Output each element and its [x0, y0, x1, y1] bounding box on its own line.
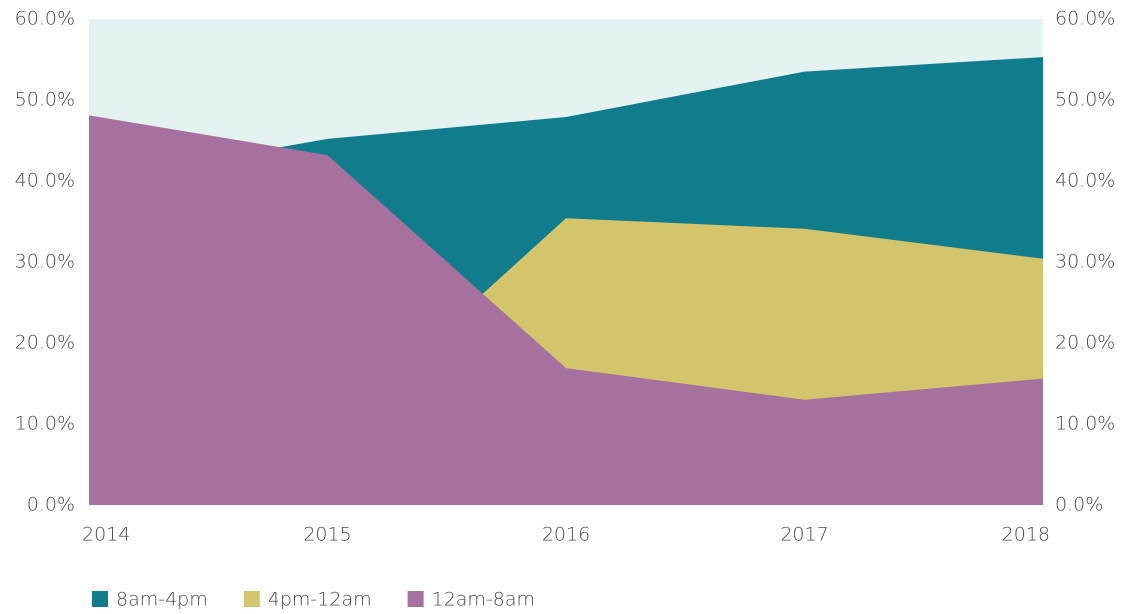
y2-tick-label: 0.0%	[1055, 494, 1103, 516]
y2-tick-label: 10.0%	[1055, 413, 1115, 435]
legend-swatch	[243, 591, 260, 607]
y2-tick-label: 20.0%	[1055, 332, 1115, 354]
y-tick-label: 50.0%	[15, 89, 75, 111]
y2-tick-label: 40.0%	[1055, 170, 1115, 192]
y-tick-label: 30.0%	[15, 251, 75, 273]
y-tick-label: 10.0%	[15, 413, 75, 435]
y-tick-label: 20.0%	[15, 332, 75, 354]
x-tick-label: 2017	[780, 524, 828, 546]
x-tick-label: 2015	[303, 524, 351, 546]
legend-label: 8am-4pm	[116, 589, 208, 611]
y-tick-label: 0.0%	[27, 494, 75, 516]
legend-swatch	[407, 591, 424, 607]
x-tick-label: 2018	[1002, 524, 1050, 546]
y2-tick-label: 60.0%	[1055, 8, 1115, 30]
x-tick-label: 2016	[542, 524, 590, 546]
y-tick-label: 40.0%	[15, 170, 75, 192]
y2-tick-label: 50.0%	[1055, 89, 1115, 111]
legend-label: 12am-8am	[432, 589, 535, 611]
y2-tick-label: 30.0%	[1055, 251, 1115, 273]
legend-swatch	[92, 591, 108, 607]
x-tick-label: 2014	[82, 524, 130, 546]
area	[89, 115, 1043, 505]
legend-label: 4pm-12am	[268, 589, 372, 611]
y-tick-label: 60.0%	[15, 8, 75, 30]
